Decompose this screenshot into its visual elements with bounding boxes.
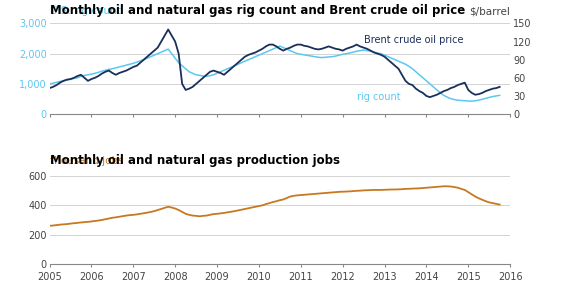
Text: Monthly oil and natural gas production jobs: Monthly oil and natural gas production j…	[50, 154, 339, 167]
Text: Brent crude oil price: Brent crude oil price	[364, 35, 463, 45]
Text: rig count: rig count	[357, 93, 400, 102]
Text: thousand jobs: thousand jobs	[50, 156, 123, 166]
Text: U.S. rig count: U.S. rig count	[50, 6, 121, 17]
Text: $/barrel: $/barrel	[469, 6, 510, 17]
Text: Monthly oil and natural gas rig count and Brent crude oil price: Monthly oil and natural gas rig count an…	[50, 4, 465, 17]
